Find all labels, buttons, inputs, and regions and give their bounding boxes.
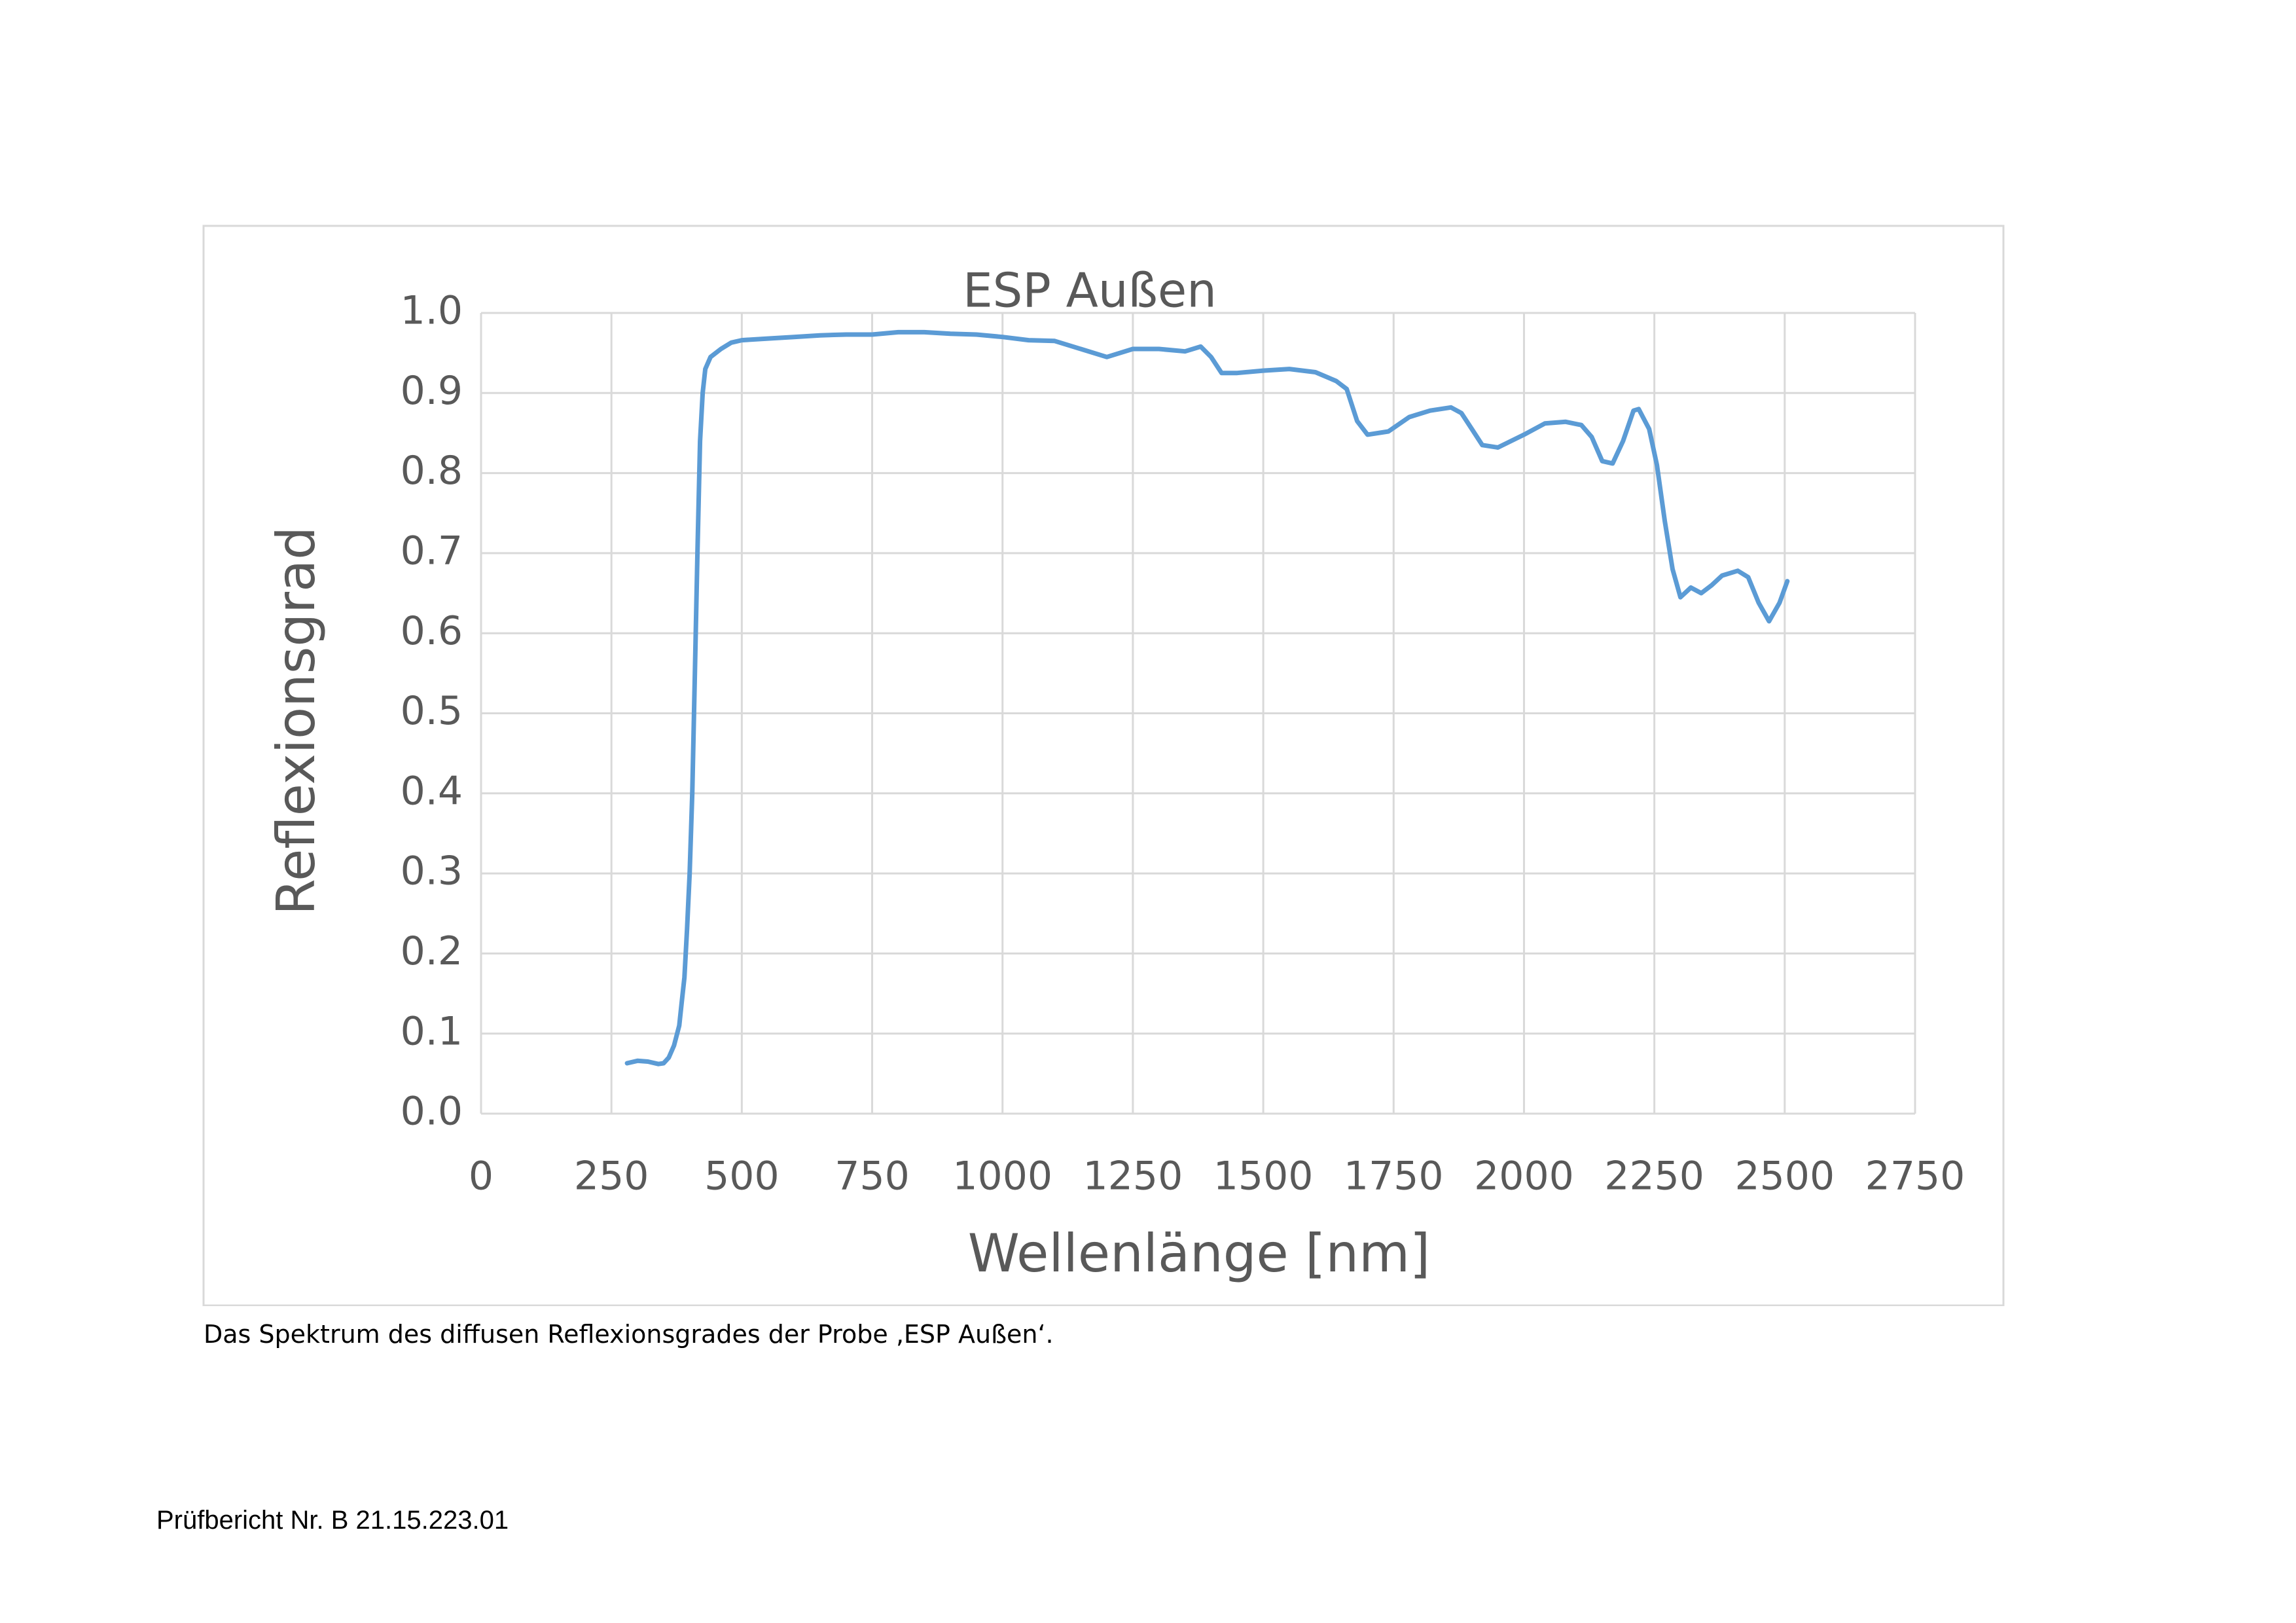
chart-title: ESP Außen (963, 263, 1217, 318)
y-tick-label: 0.4 (401, 768, 463, 814)
y-tick-label: 1.0 (401, 288, 463, 334)
chart-frame (202, 225, 2005, 1306)
x-tick-label: 500 (704, 1154, 780, 1199)
x-tick-label: 2250 (1604, 1154, 1704, 1199)
x-tick-label: 2000 (1474, 1154, 1574, 1199)
x-tick-label: 1250 (1083, 1154, 1183, 1199)
chart: ESP Außen Wellenlänge [nm] Reflexionsgra… (202, 225, 2005, 1306)
x-tick-label: 2500 (1734, 1154, 1835, 1199)
y-tick-label: 0.9 (401, 368, 463, 414)
y-axis-title: Reflexionsgrad (266, 526, 327, 915)
y-tick-label: 0.6 (401, 608, 463, 654)
x-axis-title: Wellenlänge [nm] (968, 1223, 1430, 1284)
y-tick-label: 0.2 (401, 928, 463, 974)
x-tick-label: 2750 (1865, 1154, 1965, 1199)
x-tick-label: 250 (574, 1154, 649, 1199)
y-tick-label: 0.0 (401, 1089, 463, 1135)
y-tick-label: 0.8 (401, 448, 463, 494)
y-tick-label: 0.3 (401, 848, 463, 894)
footer: Prüfbericht Nr. B 21.15.223.01 (156, 1506, 509, 1535)
x-tick-label: 1000 (952, 1154, 1052, 1199)
x-tick-label: 750 (834, 1154, 910, 1199)
y-tick-label: 0.1 (401, 1008, 463, 1054)
caption: Das Spektrum des diffusen Reflexionsgrad… (204, 1320, 1054, 1349)
x-tick-label: 1750 (1344, 1154, 1444, 1199)
data-line (624, 329, 1790, 1067)
y-tick-label: 0.7 (401, 528, 463, 574)
y-tick-label: 0.5 (401, 688, 463, 734)
x-tick-label: 0 (469, 1154, 493, 1199)
x-tick-label: 1500 (1213, 1154, 1314, 1199)
